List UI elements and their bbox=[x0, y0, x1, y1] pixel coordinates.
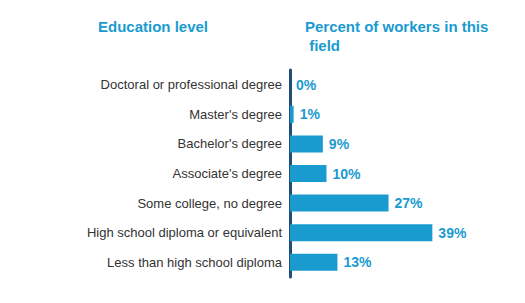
svg-text:Some college, no degree: Some college, no degree bbox=[137, 196, 282, 211]
svg-text:Percent of workers in this: Percent of workers in this bbox=[305, 18, 488, 35]
svg-text:Education level: Education level bbox=[98, 18, 208, 35]
svg-text:Less than high school diploma: Less than high school diploma bbox=[107, 255, 283, 270]
svg-text:10%: 10% bbox=[333, 166, 362, 182]
svg-text:Doctoral or professional degre: Doctoral or professional degree bbox=[101, 77, 282, 92]
svg-text:field: field bbox=[305, 37, 340, 54]
svg-text:Bachelor's degree: Bachelor's degree bbox=[178, 136, 282, 151]
svg-text:39%: 39% bbox=[438, 225, 467, 241]
svg-text:Master's degree: Master's degree bbox=[189, 107, 282, 122]
svg-text:0%: 0% bbox=[296, 77, 317, 93]
svg-text:1%: 1% bbox=[300, 106, 321, 122]
svg-text:13%: 13% bbox=[343, 254, 372, 270]
svg-text:27%: 27% bbox=[395, 195, 424, 211]
svg-text:9%: 9% bbox=[329, 136, 350, 152]
svg-text:Associate's degree: Associate's degree bbox=[173, 166, 282, 181]
svg-text:High school diploma or equival: High school diploma or equivalent bbox=[87, 225, 283, 240]
